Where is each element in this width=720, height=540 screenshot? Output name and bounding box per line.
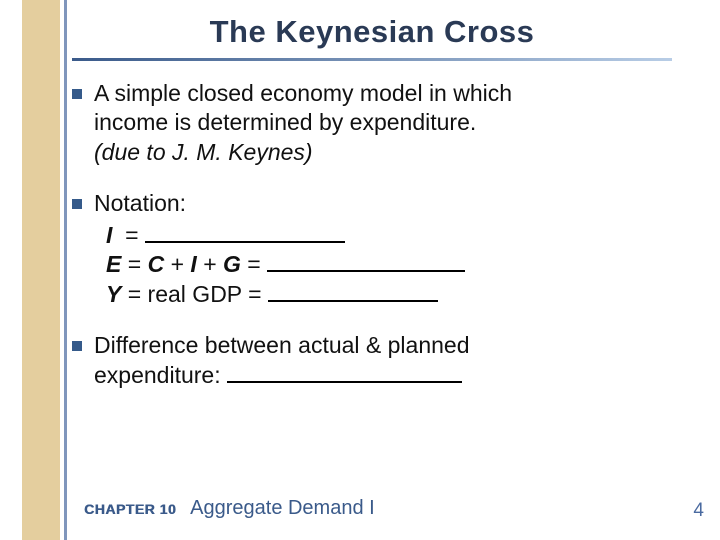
eq-I: =	[125, 222, 145, 248]
var-I2: I	[190, 251, 196, 277]
bullet-1: A simple closed economy model in which i…	[72, 79, 700, 167]
page-number: 4	[693, 500, 704, 522]
b1-line2: income is determined by expenditure.	[94, 109, 476, 135]
bullet-2-notation: Notation: I = E = C + I + G =	[72, 189, 700, 309]
var-C: C	[148, 251, 165, 277]
b3-line2-pre: expenditure:	[94, 362, 227, 388]
b1-line3: (due to J. M. Keynes)	[94, 139, 313, 165]
left-gold-band	[22, 0, 60, 540]
b1-line1: A simple closed economy model in which	[94, 80, 512, 106]
blank-E	[267, 252, 465, 273]
slide-content: The Keynesian Cross A simple closed econ…	[72, 14, 700, 412]
bullet-list: A simple closed economy model in which i…	[72, 79, 700, 390]
eq-E: =	[128, 251, 148, 277]
notation-label: Notation:	[94, 190, 186, 216]
var-G: G	[223, 251, 241, 277]
eq-Y: = real GDP =	[128, 281, 268, 307]
blank-diff	[227, 362, 462, 383]
slide-footer: CHAPTER 10 Aggregate Demand I	[84, 497, 698, 520]
var-E: E	[106, 251, 121, 277]
blank-I	[145, 222, 345, 243]
notation-block: I = E = C + I + G = Y	[94, 221, 700, 309]
chapter-label: CHAPTER 10	[84, 501, 176, 517]
plus2: +	[203, 251, 223, 277]
plus1: +	[171, 251, 191, 277]
notation-I: I =	[106, 221, 700, 250]
b3-line1: Difference between actual & planned	[94, 332, 470, 358]
left-blue-line	[64, 0, 67, 540]
notation-Y: Y = real GDP =	[106, 280, 700, 309]
eq2: =	[247, 251, 267, 277]
blank-Y	[268, 281, 438, 302]
title-text-layer1: The Keynesian Cross	[210, 14, 535, 49]
slide-title: The Keynesian Cross	[72, 14, 672, 61]
chapter-name: Aggregate Demand I	[190, 497, 375, 520]
bullet-3: Difference between actual & planned expe…	[72, 331, 700, 390]
var-Y: Y	[106, 281, 121, 307]
var-I: I	[106, 222, 112, 248]
notation-E: E = C + I + G =	[106, 250, 700, 279]
